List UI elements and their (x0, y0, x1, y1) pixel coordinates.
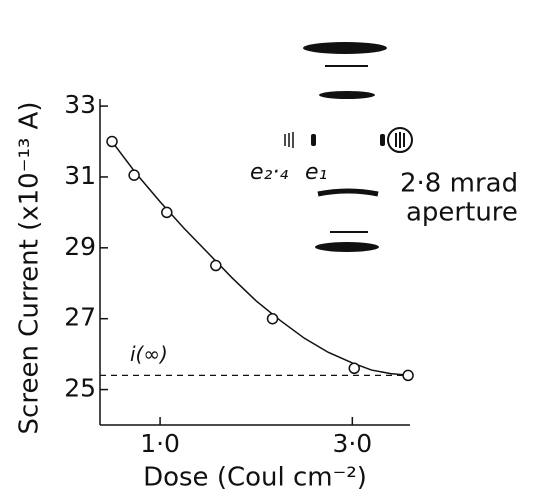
x-tick-label: 3·0 (332, 429, 372, 458)
data-point (211, 261, 221, 271)
annotation: e₂·₄ (250, 160, 288, 185)
data-point (162, 207, 172, 217)
data-point (268, 314, 278, 324)
annotation: e₁ (305, 160, 327, 185)
data-point (403, 370, 413, 380)
data-point (349, 363, 359, 373)
y-tick-label: 33 (64, 90, 96, 119)
page: e₂·₄ e₁ 2·8 mrad aperture Dose (Coul cm⁻… (0, 0, 543, 501)
reference-label: i(∞) (130, 342, 168, 366)
x-tick-label: 1·0 (140, 429, 180, 458)
y-tick-label: 25 (64, 374, 96, 403)
y-tick-label: 31 (64, 161, 96, 190)
chart: e₂·₄ e₁ 2·8 mrad aperture Dose (Coul cm⁻… (0, 0, 543, 497)
y-tick-label: 27 (64, 303, 96, 332)
y-tick-label: 29 (64, 232, 96, 261)
x-axis-label: Dose (Coul cm⁻²) (143, 463, 367, 493)
y-axis-label: Screen Current (x10⁻¹³ A) (15, 102, 45, 435)
data-point (129, 170, 139, 180)
annotation: 2·8 mrad (400, 169, 518, 199)
diffraction-inset (285, 42, 412, 252)
annotation: aperture (406, 198, 518, 228)
data-point (107, 137, 117, 147)
